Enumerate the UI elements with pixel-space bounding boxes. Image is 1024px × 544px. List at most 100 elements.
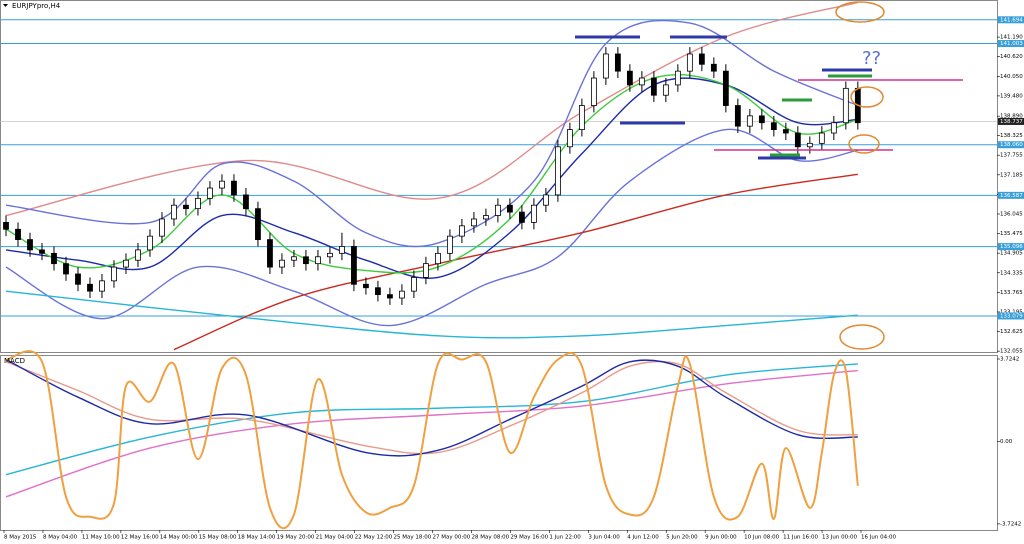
candle-body — [159, 218, 165, 237]
candle-body — [698, 53, 705, 65]
level-label: 135.096 — [1000, 244, 1023, 250]
y-tick-label: 140.050 — [1000, 74, 1023, 80]
candle-body — [351, 246, 357, 285]
y-tick-label: 133.765 — [1000, 290, 1023, 296]
candle-body — [447, 235, 453, 254]
candle-body — [243, 194, 249, 210]
candle-body — [279, 259, 285, 268]
level-label: 141.694 — [1000, 17, 1023, 23]
x-tick-label: 13 Jun 00:00 — [822, 535, 857, 541]
y-tick-label: 0.00 — [1000, 439, 1013, 445]
last-price-label: 138.737 — [1000, 119, 1023, 125]
candle-body — [794, 132, 801, 148]
x-tick-label: 11 May 10:00 — [82, 535, 120, 541]
candle-body — [255, 208, 261, 240]
highlight-ellipse — [835, 1, 885, 23]
level-label: 136.587 — [1000, 193, 1023, 199]
candle-body — [686, 53, 693, 72]
level-label-bg — [998, 191, 1024, 199]
level-label-bg — [998, 312, 1024, 320]
candle-body — [315, 256, 321, 265]
x-tick-label: 15 May 08:00 — [199, 535, 237, 541]
level-label: 138.060 — [1000, 142, 1023, 148]
x-tick-label: 1 Jun 22:00 — [549, 535, 581, 541]
level-label-bg — [998, 243, 1024, 251]
candle-body — [758, 115, 765, 124]
y-tick-label: 141.190 — [1000, 35, 1023, 41]
y-tick-label: 135.475 — [1000, 231, 1023, 237]
y-tick-label: 139.480 — [1000, 93, 1023, 99]
candle-body — [3, 222, 9, 230]
candle-body — [207, 187, 213, 199]
candle-body — [51, 252, 57, 265]
candle-body — [710, 63, 717, 72]
macd-panel — [0, 355, 998, 531]
x-tick-label: 10 Jun 08:00 — [744, 535, 779, 541]
indicator-line — [5, 290, 858, 339]
candle-body — [435, 252, 441, 265]
candle-body — [63, 263, 69, 275]
x-tick-label: 9 Jun 00:00 — [705, 535, 737, 541]
candle-body — [566, 129, 573, 148]
x-tick-label: 25 May 18:00 — [394, 535, 432, 541]
candle-body — [39, 249, 45, 254]
y-tick-label: 134.335 — [1000, 270, 1023, 276]
candle-body — [459, 225, 465, 237]
x-tick-label: 11 Jun 16:00 — [783, 535, 818, 541]
candle-body — [15, 228, 21, 240]
annotation: ?? — [862, 48, 881, 69]
candle-body — [638, 77, 645, 86]
candle-body — [111, 266, 117, 282]
x-tick-label: 27 May 00:00 — [433, 535, 471, 541]
price-panel — [0, 0, 998, 353]
indicator-line — [5, 369, 858, 498]
chart-title: EURJPYpro,H4 — [12, 2, 61, 10]
highlight-ellipse — [839, 324, 885, 350]
candle-body — [722, 70, 729, 106]
candle-body — [75, 273, 81, 285]
y-tick-label: 138.325 — [1000, 133, 1023, 139]
indicator-line — [173, 173, 858, 351]
candle-body — [99, 280, 105, 292]
candle-body — [27, 239, 33, 251]
candle-body — [530, 204, 537, 223]
candle-body — [231, 180, 237, 196]
candle-body — [674, 70, 681, 86]
candle-body — [123, 259, 129, 268]
candle-body — [842, 87, 849, 124]
candle-body — [471, 218, 477, 227]
y-tick-label: 137.185 — [1000, 172, 1023, 178]
x-tick-label: 8 May 2015 — [4, 535, 37, 541]
candle-body — [87, 283, 93, 292]
candle-body — [734, 105, 741, 127]
candle-body — [506, 204, 513, 213]
candle-body — [303, 256, 309, 265]
candle-body — [387, 294, 393, 299]
x-tick-label: 22 May 12:00 — [355, 535, 393, 541]
candle-body — [399, 290, 405, 299]
y-tick-label: 137.755 — [1000, 153, 1023, 159]
y-tick-label: -3.7242 — [1000, 521, 1021, 527]
candle-body — [770, 122, 777, 130]
level-label: 133.079 — [1000, 313, 1023, 319]
candle-body — [375, 287, 381, 295]
candle-body — [602, 53, 609, 79]
candle-body — [746, 115, 753, 127]
candle-body — [411, 277, 417, 292]
level-label-bg — [998, 141, 1024, 149]
annotations — [575, 1, 963, 350]
x-tick-label: 19 May 20:00 — [277, 535, 315, 541]
candle-body — [363, 283, 369, 289]
candle-body — [782, 129, 789, 134]
candle-body — [830, 122, 837, 134]
candle-body — [818, 132, 825, 144]
candle-body — [806, 142, 813, 148]
y-tick-label: 132.625 — [1000, 329, 1023, 335]
x-tick-label: 5 Jun 20:00 — [666, 535, 698, 541]
last-price-bg — [998, 117, 1024, 125]
indicator-line — [5, 360, 858, 455]
indicator-line — [5, 350, 859, 529]
